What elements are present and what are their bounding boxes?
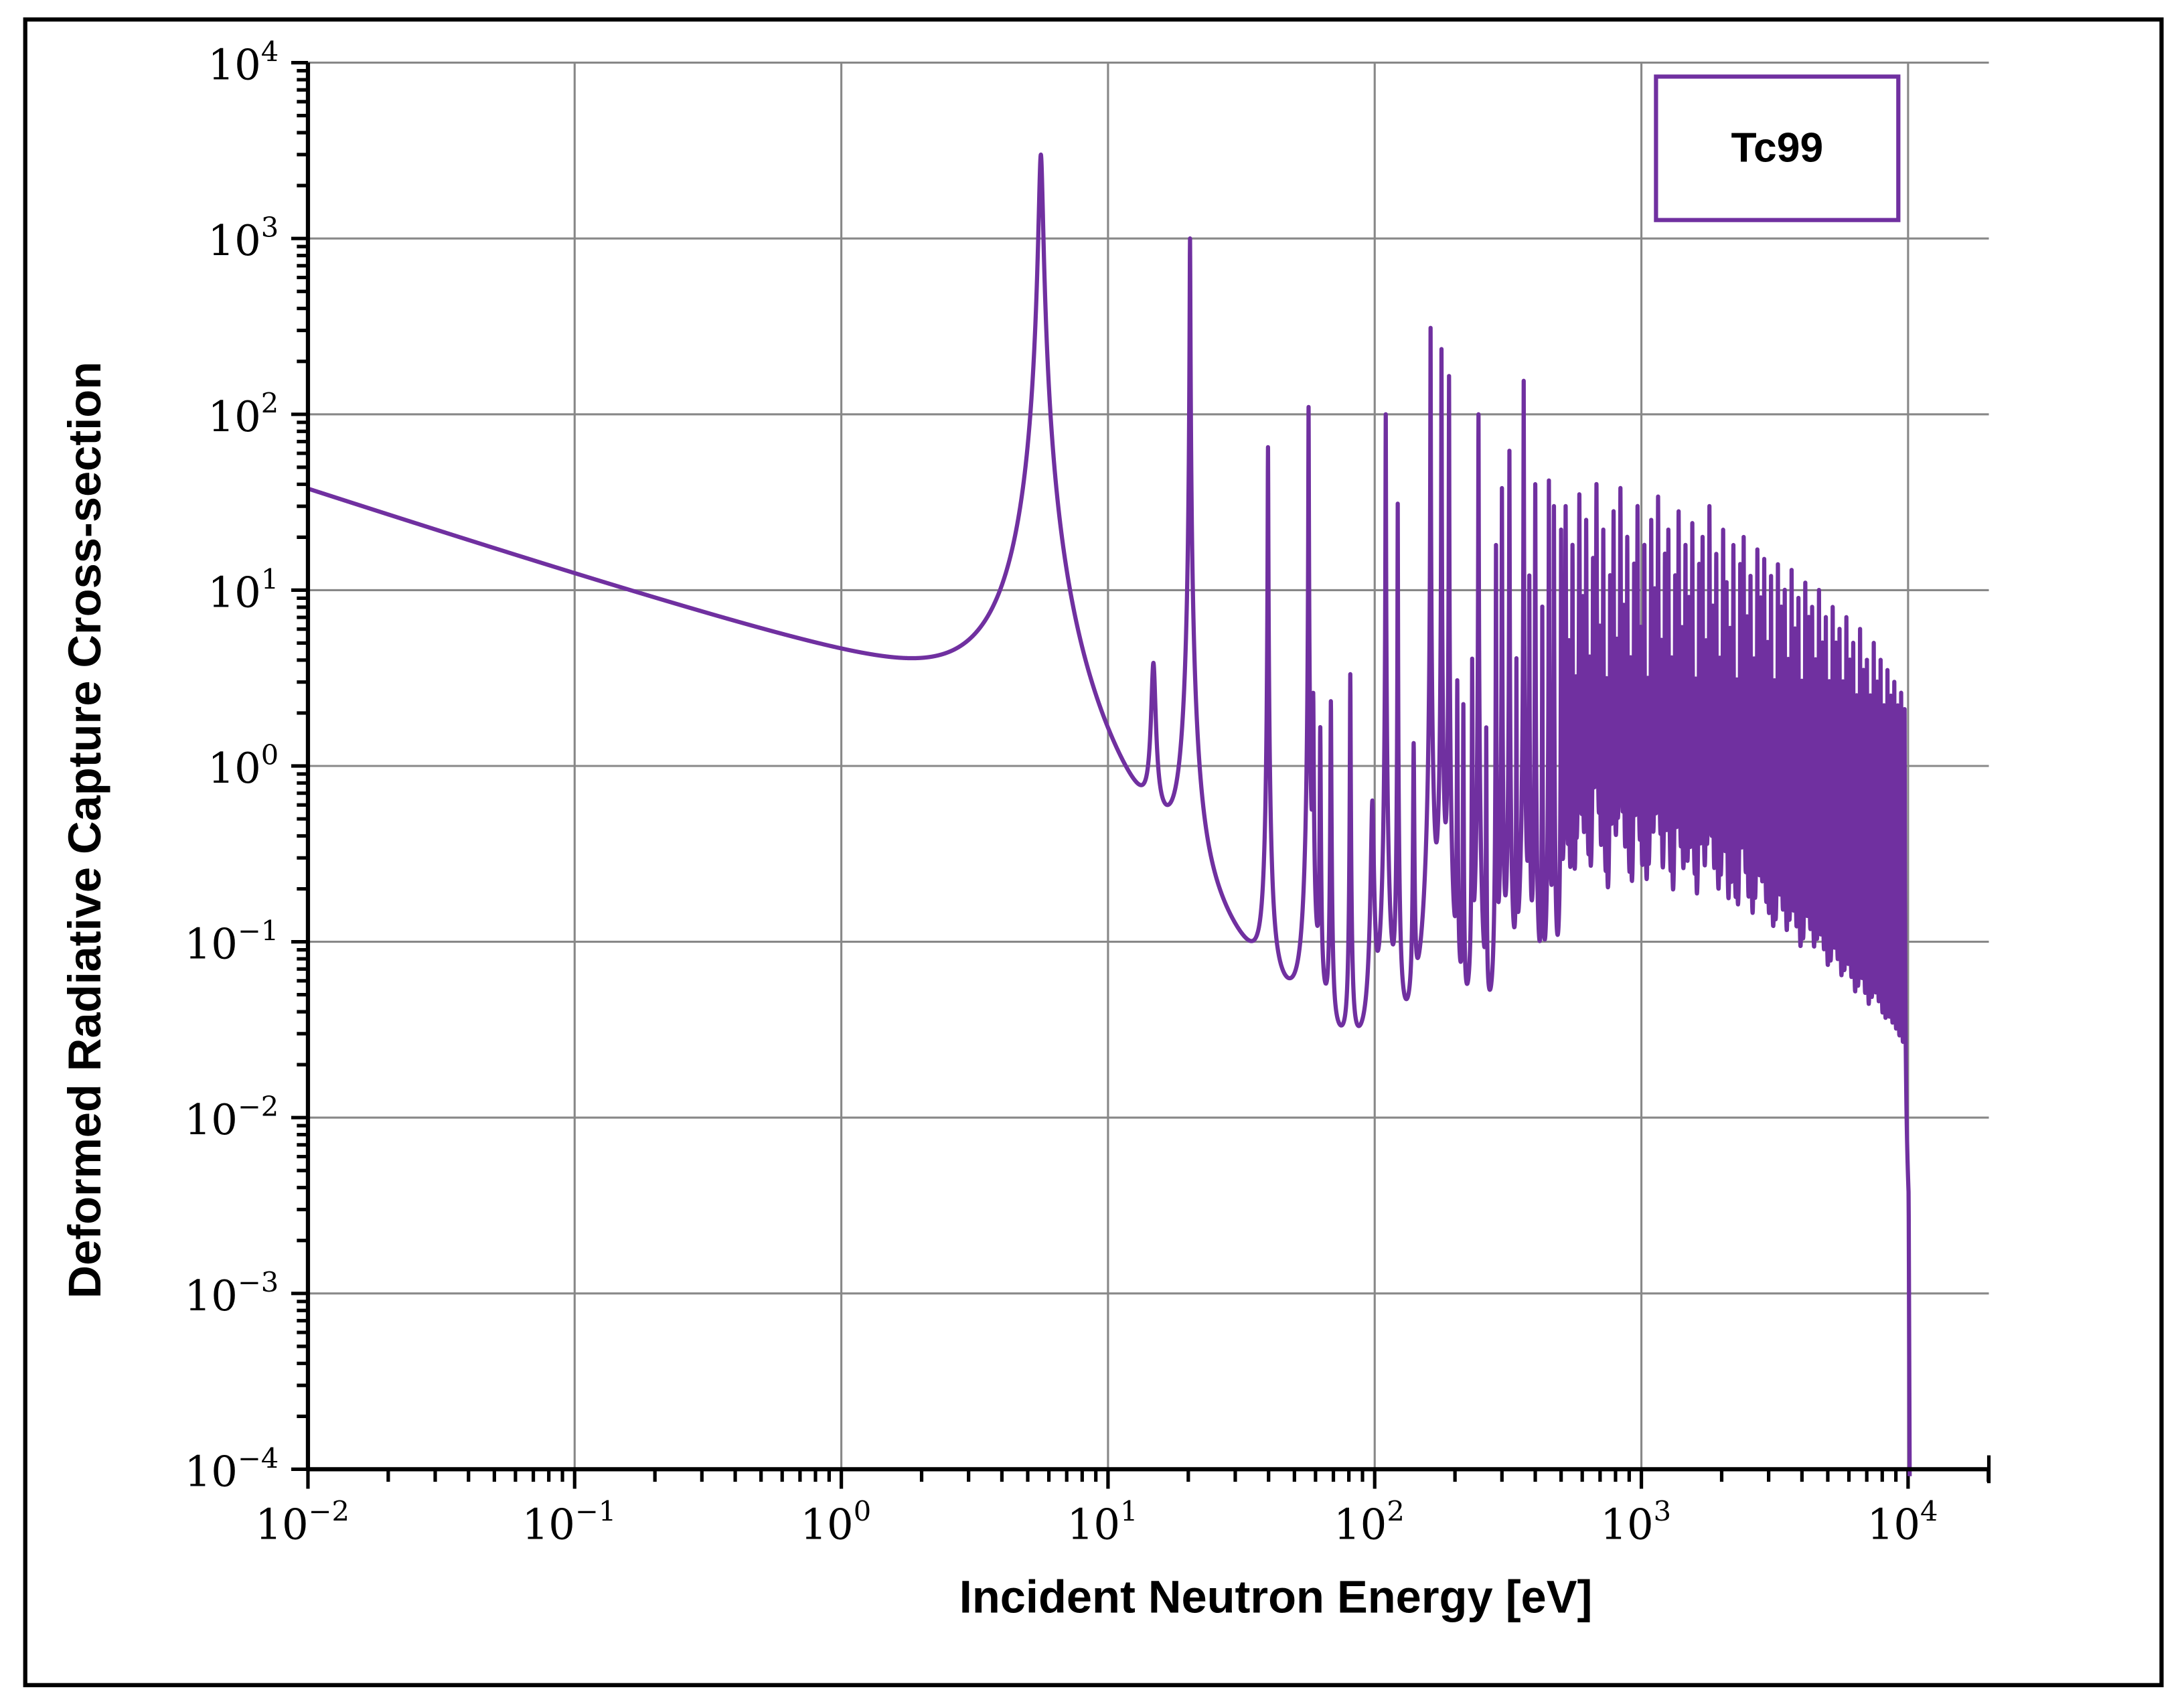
- x-tick-label: 104: [1867, 1494, 1938, 1549]
- y-axis-title: Deformed Radiative Capture Cross-section: [59, 362, 110, 1299]
- y-tick-label: 10−2: [185, 1090, 279, 1144]
- y-tick-label: 100: [208, 739, 279, 793]
- y-tick-label: 10−4: [185, 1442, 279, 1496]
- x-tick-label: 10−2: [255, 1494, 349, 1549]
- x-tick-label: 103: [1600, 1494, 1671, 1549]
- legend: Tc99: [1654, 74, 1901, 222]
- x-tick-label: 100: [800, 1494, 871, 1549]
- x-axis-title: Incident Neutron Energy [eV]: [959, 1571, 1593, 1623]
- series-line-tc99: [307, 152, 1912, 1476]
- legend-entry-tc99: Tc99: [1731, 125, 1824, 171]
- x-tick-label: 101: [1067, 1494, 1138, 1549]
- y-tick-label: 102: [208, 387, 279, 441]
- legend-box: [1654, 74, 1901, 222]
- x-tick-label: 10−1: [522, 1494, 617, 1549]
- y-tick-label: 104: [208, 35, 279, 90]
- y-tick-label: 10−1: [185, 915, 279, 969]
- x-tick-labels: 10−2 10−1 100 101 102 103 104: [255, 1494, 1938, 1549]
- y-tick-label: 103: [208, 211, 279, 265]
- y-tick-label: 101: [208, 562, 279, 617]
- y-tick-label: 10−3: [185, 1266, 279, 1320]
- x-tick-label: 102: [1334, 1494, 1405, 1549]
- y-tick-labels: 104 103 102 101 100 10−1 10−2 10−3 10−4: [185, 35, 279, 1496]
